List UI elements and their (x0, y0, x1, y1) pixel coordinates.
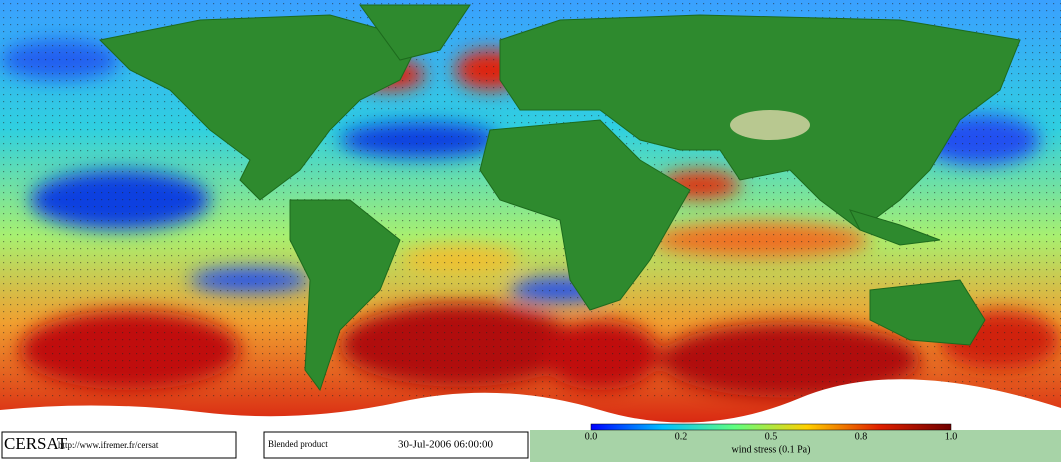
timestamp: 30-Jul-2006 06:00:00 (398, 439, 494, 451)
land (98, 4, 1021, 392)
colorbar-label: wind stress (0.1 Pa) (732, 444, 811, 455)
colorbar-tick-label: 0.5 (765, 431, 778, 442)
antarctica (0, 379, 1061, 430)
logo: CERSAT (4, 434, 68, 453)
land-strip (530, 430, 1061, 462)
product: Blended product (268, 439, 328, 449)
url: http://www.ifremer.fr/cersat (58, 440, 159, 450)
colorbar-tick-label: 1.0 (945, 431, 958, 442)
colorbar-tick-label: 0.2 (675, 431, 688, 442)
info-box (263, 431, 529, 459)
logo-box (1, 431, 237, 459)
colorbar-tick-label: 0.0 (585, 431, 598, 442)
colorbar (590, 423, 952, 431)
colorbar-tick-label: 0.8 (855, 431, 868, 442)
